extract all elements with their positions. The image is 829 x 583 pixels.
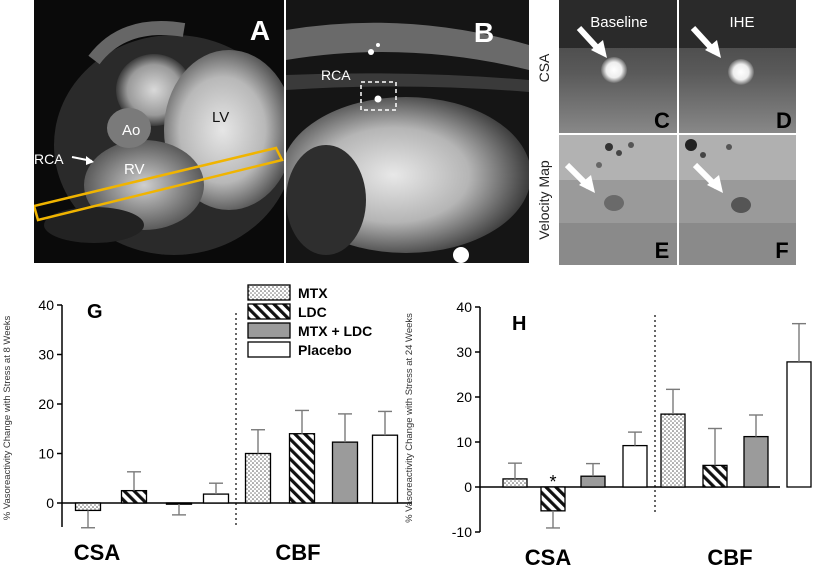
legend-swatch-white <box>247 341 291 358</box>
imaging-slab-frame <box>34 146 284 222</box>
chart-h-significance-marker: * <box>549 472 556 492</box>
panel-letter-c: C <box>654 108 670 133</box>
legend-label-hatch: LDC <box>298 304 327 320</box>
panel-f-image: F <box>679 135 796 265</box>
chart-h-ytick-label: 30 <box>456 344 472 360</box>
chart-g-group-label-csa: CSA <box>74 540 121 565</box>
legend-label-gray: MTX + LDC <box>298 323 372 339</box>
legend-label-dots: MTX <box>298 285 328 301</box>
chart-h-group-label-csa: CSA <box>525 545 572 570</box>
panel-d-image: IHE D <box>679 0 796 133</box>
chart-g-ytick-label: 10 <box>38 446 54 462</box>
panel-letter-e: E <box>655 238 670 263</box>
panel-c-image: Baseline C <box>559 0 677 133</box>
legend-swatch-gray <box>247 322 291 339</box>
chart-h-bar-dots-csa <box>502 478 528 488</box>
chart-h-bar-dots-cbf <box>660 413 686 488</box>
row-label-csa: CSA <box>536 53 552 82</box>
chart-g-bar-white-cbf <box>371 434 399 504</box>
panel-e-image: E <box>559 135 677 265</box>
chart-g-bar-white-csa <box>202 493 230 504</box>
label-rv: RV <box>124 161 145 178</box>
chart-g-ytick-label: 40 <box>38 297 54 313</box>
chart-h-bar-white-csa <box>622 444 648 488</box>
chart-h-ytick-label: 20 <box>456 389 472 405</box>
chart-h-ytick-label: 10 <box>456 434 472 450</box>
chart-g-ytick-label: 20 <box>38 396 54 412</box>
chart-h-ylabel: % Vasoreactivity Change with Stress at 2… <box>404 313 415 523</box>
label-ao: Ao <box>122 122 140 139</box>
legend-swatch-dots <box>247 284 291 301</box>
chart-g-bar-dots-cbf <box>244 452 272 504</box>
panel-d-title: IHE <box>729 14 754 31</box>
row-labels: CSA Velocity Map <box>536 53 552 240</box>
label-rca: RCA <box>34 151 64 167</box>
bar-charts: 0 10 20 30 40 G % Vasoreactivity Change with S… <box>2 284 812 570</box>
panel-letter-a: A <box>250 15 270 46</box>
row-label-velocity-map: Velocity Map <box>536 160 552 240</box>
panel-a-image: A LV Ao RCA RV <box>34 0 284 263</box>
chart-g-ytick-label: 30 <box>38 347 54 363</box>
chart-g-bar-gray-cbf <box>331 441 359 504</box>
chart-h-panel-letter: H <box>512 313 526 335</box>
rca-roi-box <box>360 81 397 111</box>
legend-label-white: Placebo <box>298 342 352 358</box>
label-rca-b: RCA <box>321 67 351 83</box>
panel-letter-b: B <box>474 17 494 48</box>
chart-g-ytick-label: 0 <box>46 495 54 511</box>
legend-swatch-hatch <box>247 303 291 320</box>
chart-h-bar-gray-csa <box>580 475 606 488</box>
chart-h-bar-hatch-cbf <box>702 464 728 488</box>
chart-g-panel-letter: G <box>87 301 103 323</box>
chart-g-bar-hatch-cbf <box>288 433 316 504</box>
panel-letter-f: F <box>775 238 788 263</box>
chart-h-ytick-label: 40 <box>456 299 472 315</box>
label-lv: LV <box>212 109 229 126</box>
panel-c-title: Baseline <box>590 14 648 31</box>
chart-h-bar-gray-cbf <box>743 435 769 488</box>
panel-letter-d: D <box>776 108 792 133</box>
chart-g-group-label-cbf: CBF <box>275 540 320 565</box>
chart-g-bar-hatch-csa <box>120 489 148 504</box>
chart-g-ylabel: % Vasoreactivity Change with Stress at 8… <box>2 315 13 520</box>
chart-h-ytick-label: -10 <box>452 524 472 540</box>
chart-g-bar-dots-csa <box>74 502 102 512</box>
panel-b-image: B RCA <box>286 0 529 263</box>
chart-h-group-label-cbf: CBF <box>707 545 752 570</box>
chart-h-ytick-label: 0 <box>464 479 472 495</box>
chart-h-bar-white-cbf <box>786 361 812 488</box>
